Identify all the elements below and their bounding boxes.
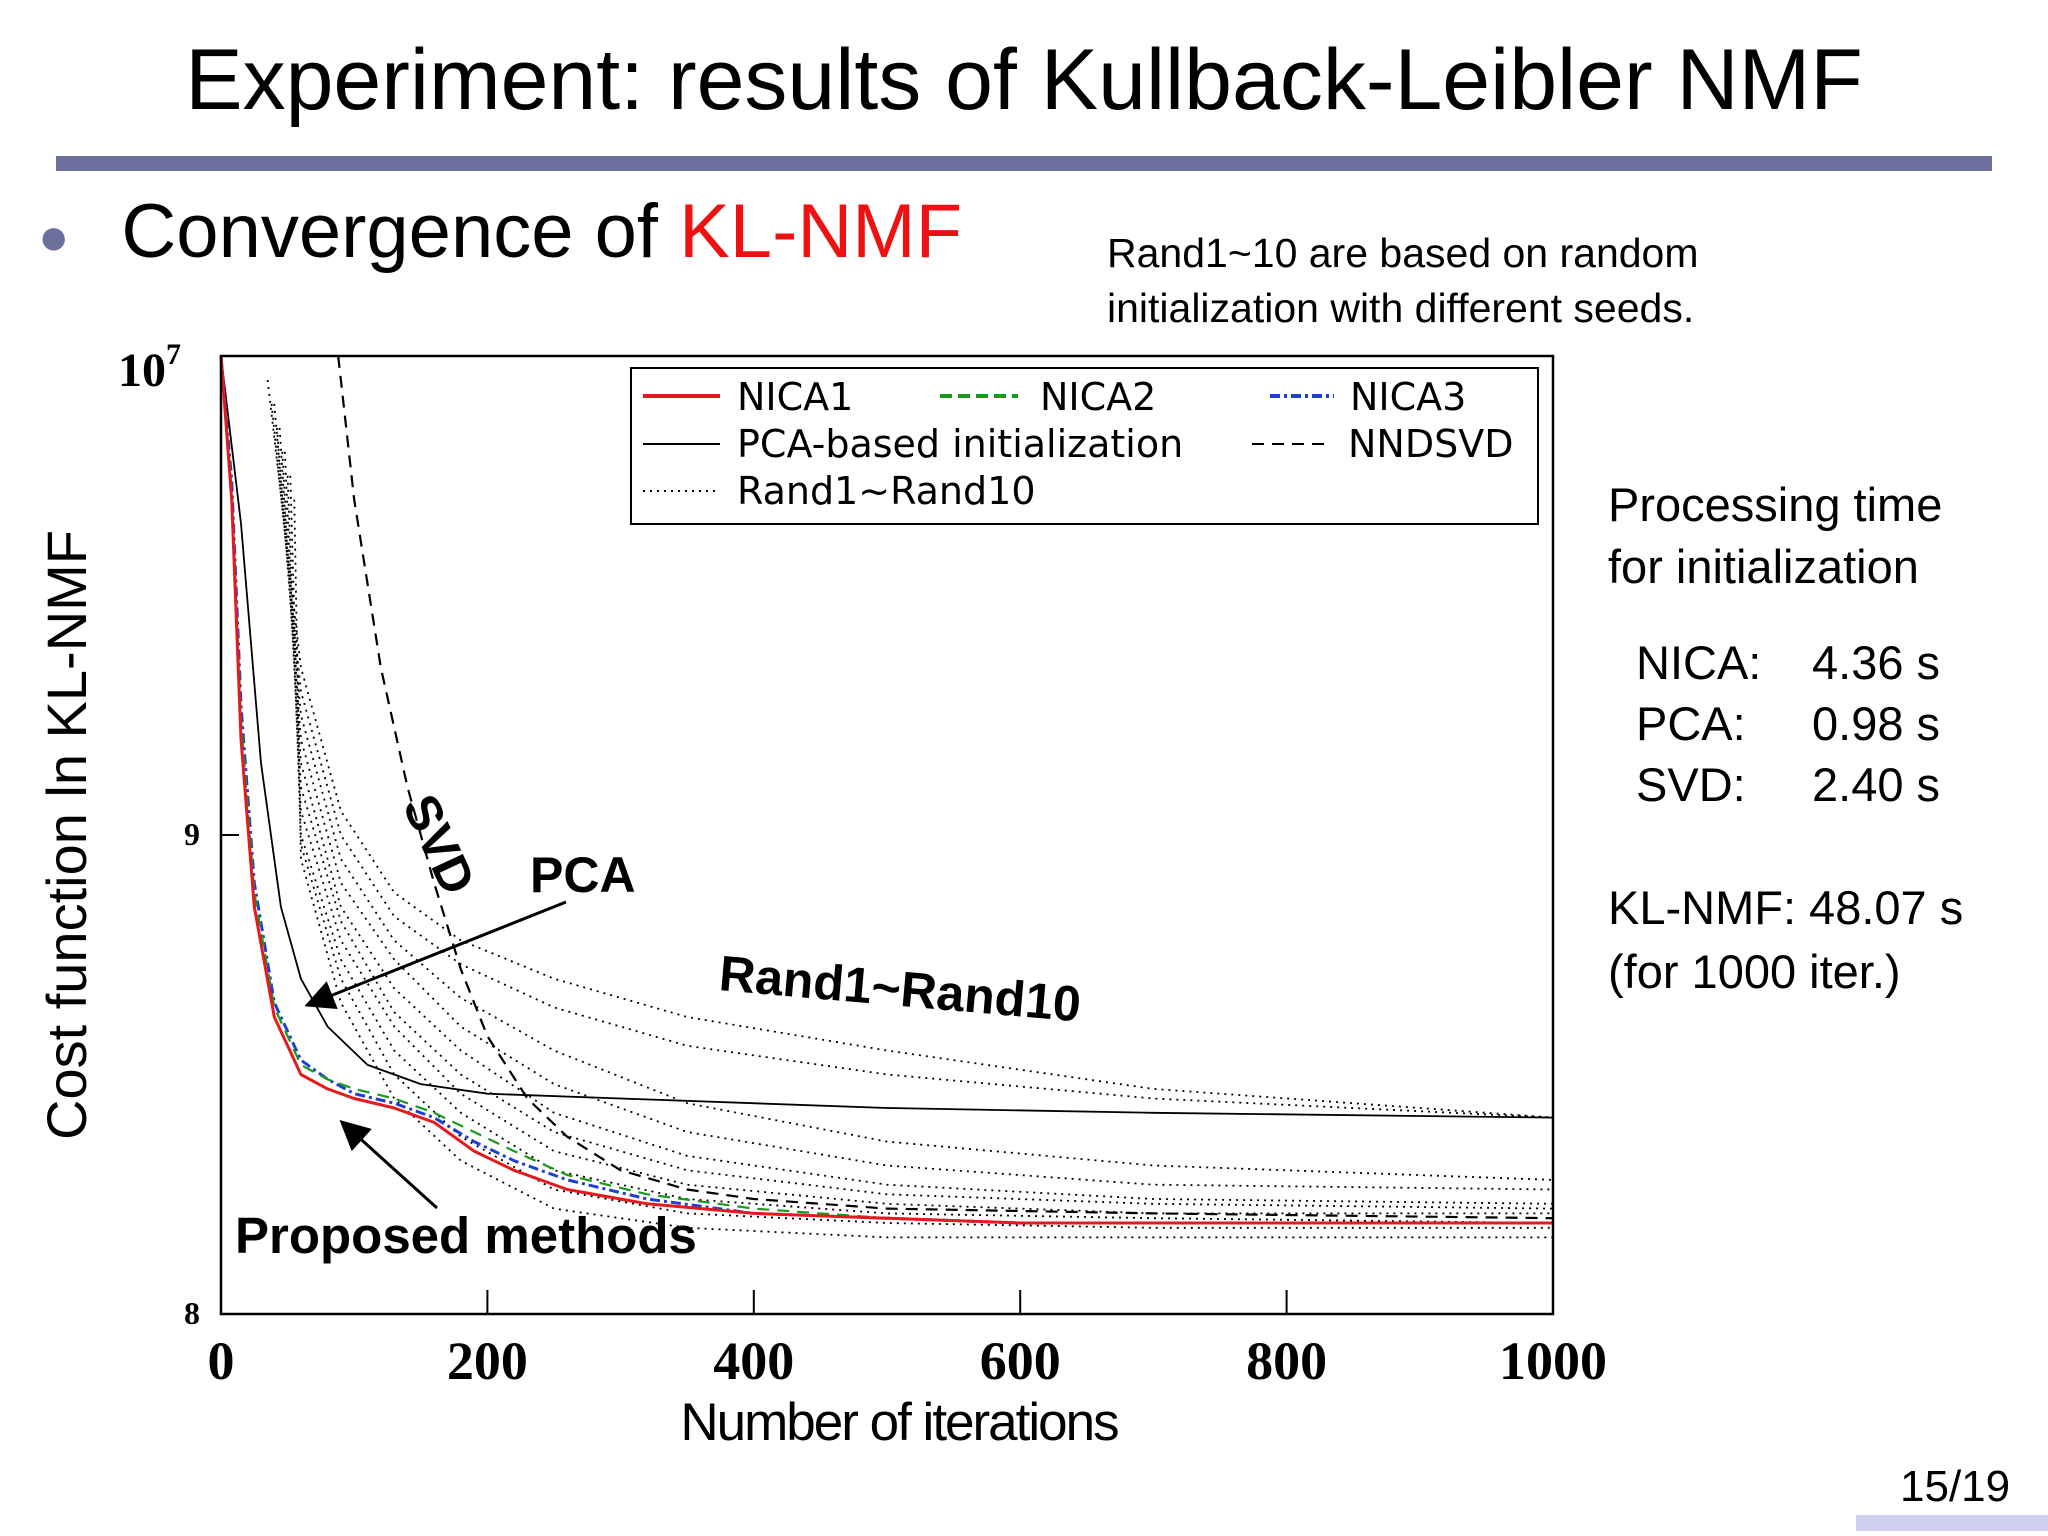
time-row-nica: NICA: 4.36 s	[1636, 632, 1940, 693]
note-line-2: initialization with different seeds.	[1107, 285, 1695, 331]
slide-title: Experiment: results of Kullback-Leibler …	[185, 32, 1863, 128]
bullet-convergence: ● Convergence of KL-NMF	[38, 186, 962, 283]
x-tick-label: 400	[713, 1331, 794, 1391]
klnmf-line-1: KL-NMF: 48.07 s	[1608, 881, 1964, 934]
series-line-rand1-rand10-8	[276, 427, 1554, 1191]
x-tick-label: 0	[208, 1331, 235, 1391]
klnmf-line-2: (for 1000 iter.)	[1608, 945, 1901, 998]
x-tick-label: 600	[980, 1331, 1061, 1391]
series-line-rand1-rand10-13	[289, 475, 1553, 1229]
note-line-1: Rand1~10 are based on random	[1107, 230, 1699, 276]
legend-label-pca: PCA-based initialization	[737, 422, 1183, 466]
title-underline	[56, 156, 1992, 171]
series-line-rand1-rand10-7	[273, 403, 1554, 1181]
series-line-rand1-rand10-9	[278, 427, 1554, 1205]
series-line-rand1-rand10-12	[286, 475, 1554, 1224]
x-tick-label: 800	[1246, 1331, 1327, 1391]
klnmf-time: KL-NMF: 48.07 s (for 1000 iter.)	[1608, 876, 1963, 1004]
series-line-nica1-0	[219, 355, 1553, 1225]
time-label: NICA:	[1636, 636, 1762, 689]
legend-label-nndsvd: NNDSVD	[1348, 422, 1514, 466]
time-label: SVD:	[1636, 758, 1746, 811]
annotation-pca: PCA	[530, 847, 636, 903]
time-value: 2.40 s	[1812, 758, 1941, 811]
x-axis-label: Number of iterations	[680, 1393, 1118, 1452]
series-line-pca-based-initialization-3	[220, 355, 1554, 1119]
legend-label-nica3: NICA3	[1350, 375, 1466, 419]
x-tick-label: 200	[447, 1331, 528, 1391]
time-label: PCA:	[1636, 697, 1746, 750]
processing-time-heading: Processing time for initialization	[1608, 474, 1942, 598]
annotation-proposed: Proposed methods	[235, 1207, 697, 1264]
page-number-bar	[1856, 1515, 2048, 1531]
y-axis-ticks: 8 9 107	[118, 338, 239, 1331]
legend-label-nica2: NICA2	[1040, 375, 1156, 419]
bullet-dot-icon: ●	[38, 207, 70, 266]
legend-label-nica1: NICA1	[737, 375, 853, 419]
time-row-svd: SVD: 2.40 s	[1636, 754, 1940, 815]
x-tick-label: 1000	[1499, 1331, 1607, 1391]
y-tick-label: 9	[184, 816, 200, 852]
time-value: 4.36 s	[1812, 636, 1941, 689]
series-line-rand1-rand10-11	[284, 451, 1553, 1215]
x-axis-ticks: 0 200 400 600 800 1000	[208, 1290, 1607, 1391]
y-axis-label: Cost function ln KL-NMF	[35, 530, 98, 1140]
time-value: 0.98 s	[1812, 697, 1941, 750]
series-line-rand1-rand10-14	[293, 499, 1553, 1239]
y-tick-label: 107	[118, 338, 181, 397]
bullet-highlight: KL-NMF	[679, 189, 962, 274]
chart-curves	[219, 355, 1554, 1239]
chart-legend: NICA1 NICA2 NICA3 PCA-based initializati…	[630, 367, 1539, 525]
series-line-rand1-rand10-10	[281, 451, 1554, 1210]
side-title-line-2: for initialization	[1608, 540, 1919, 593]
processing-times-list: NICA: 4.36 s PCA: 0.98 s SVD: 2.40 s	[1636, 632, 1940, 815]
side-title-line-1: Processing time	[1608, 478, 1943, 531]
annotation-rand: Rand1~Rand10	[717, 945, 1083, 1032]
y-tick-label: 8	[184, 1295, 200, 1331]
proposed-arrow	[339, 1119, 439, 1210]
random-init-note: Rand1~10 are based on random initializat…	[1107, 226, 1699, 336]
bullet-text: Convergence of	[121, 189, 680, 274]
annotation-svd: SVD	[392, 786, 486, 903]
time-row-pca: PCA: 0.98 s	[1636, 693, 1940, 754]
legend-box	[630, 367, 1539, 525]
pca-arrow	[304, 900, 567, 1010]
page-number: 15/19	[1900, 1462, 2011, 1511]
legend-label-rand: Rand1~Rand10	[737, 469, 1036, 513]
